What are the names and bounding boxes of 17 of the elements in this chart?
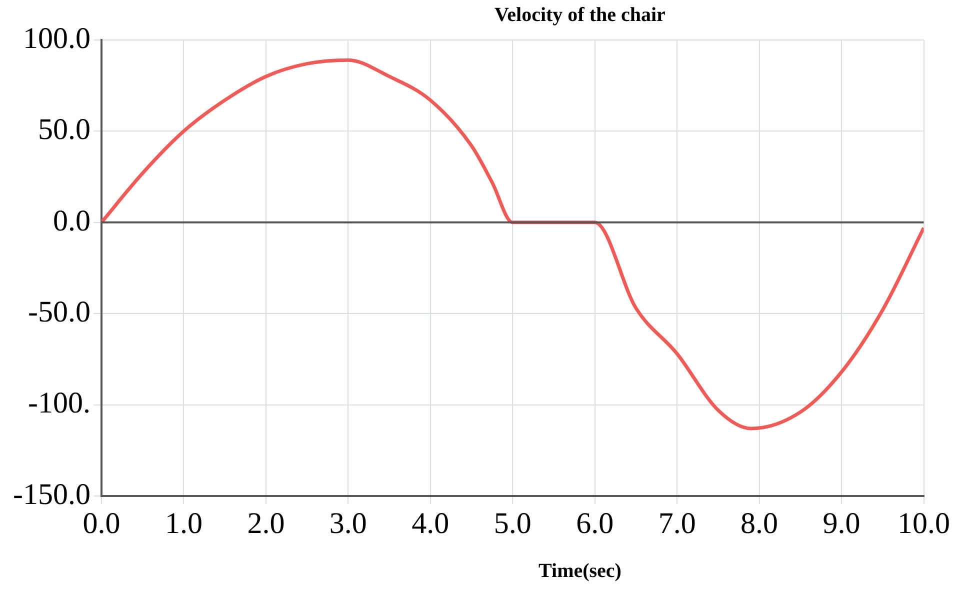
x-axis-title: Time(sec) [538,560,622,583]
x-tick-label: 3.0 [329,506,367,540]
chart-title: Velocity of the chair [494,4,666,27]
x-tick-label: 6.0 [576,506,614,540]
x-tick-label: 10.0 [898,506,950,540]
y-tick-label: -50.0 [28,295,90,328]
x-tick-label: 4.0 [412,506,450,540]
x-tick-label: 7.0 [658,506,696,540]
x-tick-label: 1.0 [164,506,202,540]
x-tick-label: 2.0 [247,506,285,540]
x-tick-label: 5.0 [494,506,532,540]
x-tick-label: 8.0 [740,506,778,540]
y-tick-label: 50.0 [38,113,90,146]
y-tick-label: 0.0 [52,204,90,238]
x-tick-label: 9.0 [822,506,860,540]
y-tick-label: -100. [28,386,90,420]
y-tick-label: 100.0 [22,22,90,55]
